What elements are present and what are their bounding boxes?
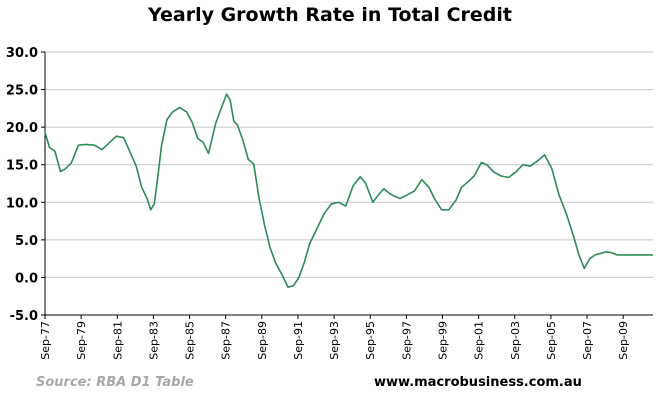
x-tick-label: Sep-89: [256, 321, 269, 360]
grid: [45, 51, 653, 316]
x-tick-label: Sep-91: [292, 321, 305, 360]
site-credit: www.macrobusiness.com.au: [374, 375, 582, 390]
series-line: [44, 93, 653, 289]
x-tick-label: Sep-87: [220, 321, 233, 360]
x-tick-label: Sep-95: [364, 321, 377, 360]
y-tick-label: 10.0: [6, 196, 38, 211]
x-tick-label: Sep-79: [75, 321, 88, 360]
y-tick-label: 25.0: [6, 84, 38, 99]
x-tick-label: Sep-77: [39, 321, 52, 360]
series: [44, 93, 653, 289]
x-tick-label: Sep-99: [437, 321, 450, 360]
y-tick-label: 0.0: [15, 271, 38, 286]
x-tick-label: Sep-83: [147, 321, 160, 360]
x-tick-label: Sep-07: [581, 321, 594, 360]
y-tick-label: 15.0: [6, 159, 38, 174]
x-tick-label: Sep-05: [545, 321, 558, 360]
x-tick-label: Sep-09: [617, 321, 630, 360]
x-tick-label: Sep-01: [473, 321, 486, 360]
x-tick-label: Sep-81: [111, 321, 124, 360]
chart-title: Yearly Growth Rate in Total Credit: [147, 4, 512, 26]
y-tick-label: -5.0: [10, 309, 38, 324]
y-tick-label: 20.0: [6, 121, 38, 136]
x-tick-label: Sep-93: [328, 321, 341, 360]
x-axis-ticks: Sep-77 Sep-79 Sep-81 Sep-83 Sep-85 Sep-87 Sep-…: [39, 315, 630, 360]
x-tick-label: Sep-03: [509, 321, 522, 360]
x-tick-label: Sep-97: [400, 321, 413, 360]
y-axis-ticks: 30.0 25.0 20.0 15.0 10.0 5.0 0.0 -5.0: [6, 46, 45, 324]
x-tick-label: Sep-85: [184, 321, 197, 360]
y-tick-label: 5.0: [15, 234, 38, 249]
y-tick-label: 30.0: [6, 46, 38, 61]
axes: [44, 52, 653, 316]
source-note: Source: RBA D1 Table: [36, 375, 194, 390]
